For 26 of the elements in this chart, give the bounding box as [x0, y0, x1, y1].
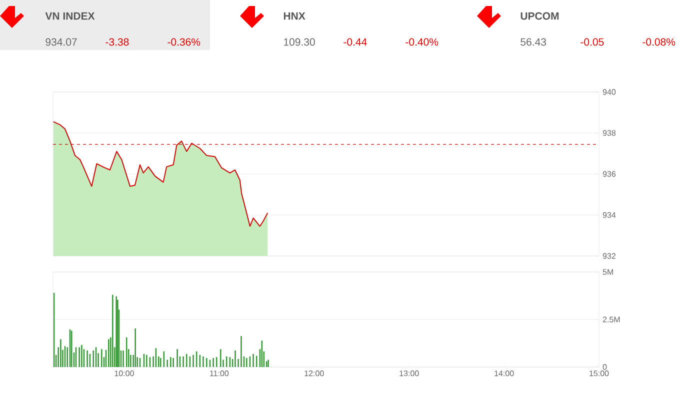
text: VN INDEX [45, 12, 95, 20]
x-tick-label: 13:00 [400, 370, 419, 376]
x-tick-label: 14:00 [494, 370, 514, 376]
y-tick-label: 934 [602, 212, 616, 218]
y-tick-label: 2.5M [602, 316, 620, 322]
x-tick-label: 15:00 [590, 370, 609, 376]
text: HNX [284, 12, 306, 20]
text: 56.43 [520, 38, 546, 46]
x-tick-label: 12:00 [304, 370, 324, 376]
y-tick-label: 5M [602, 269, 613, 275]
y-tick-label: 932 [602, 253, 616, 259]
text: 109.30 [284, 38, 315, 46]
text: UPCOM [520, 12, 559, 20]
y-tick-label: 0 [602, 364, 607, 370]
x-tick-label: 10:00 [114, 370, 134, 376]
text: -0.08% [642, 38, 676, 46]
text: -0.44 [344, 38, 367, 46]
x-tick-label: 11:00 [210, 370, 229, 376]
y-tick-label: 936 [602, 171, 616, 177]
text: 934.07 [46, 38, 77, 46]
y-tick-label: 938 [602, 130, 616, 136]
text: -0.05 [580, 38, 604, 46]
text: -0.36% [168, 38, 200, 46]
y-tick-label: 940 [602, 89, 616, 95]
text: -0.40% [406, 38, 438, 46]
text: -3.38 [106, 38, 129, 46]
